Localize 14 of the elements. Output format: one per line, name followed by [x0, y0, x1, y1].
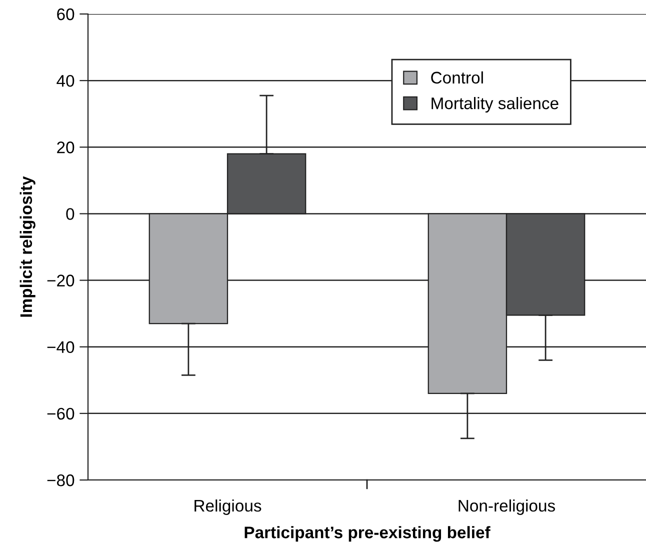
x-tick-label: Religious [194, 499, 262, 515]
x-tick-label: Non-religious [458, 499, 555, 515]
y-tick-label: −40 [47, 341, 74, 354]
y-tick-label: 40 [56, 74, 74, 87]
y-tick-label: −80 [47, 474, 74, 486]
y-tick-label: −20 [47, 274, 74, 286]
y-tick-label: 20 [57, 142, 74, 154]
y-axis-title: Implicit religiosity [20, 176, 36, 317]
y-tick-label: 60 [57, 8, 74, 20]
legend-label: Control [431, 71, 483, 84]
y-tick-label: 0 [66, 208, 74, 220]
x-axis-title: Participant’s pre-existing belief [244, 526, 490, 542]
y-tick-label: −60 [47, 408, 74, 420]
legend-label: Mortality salience [432, 96, 558, 113]
